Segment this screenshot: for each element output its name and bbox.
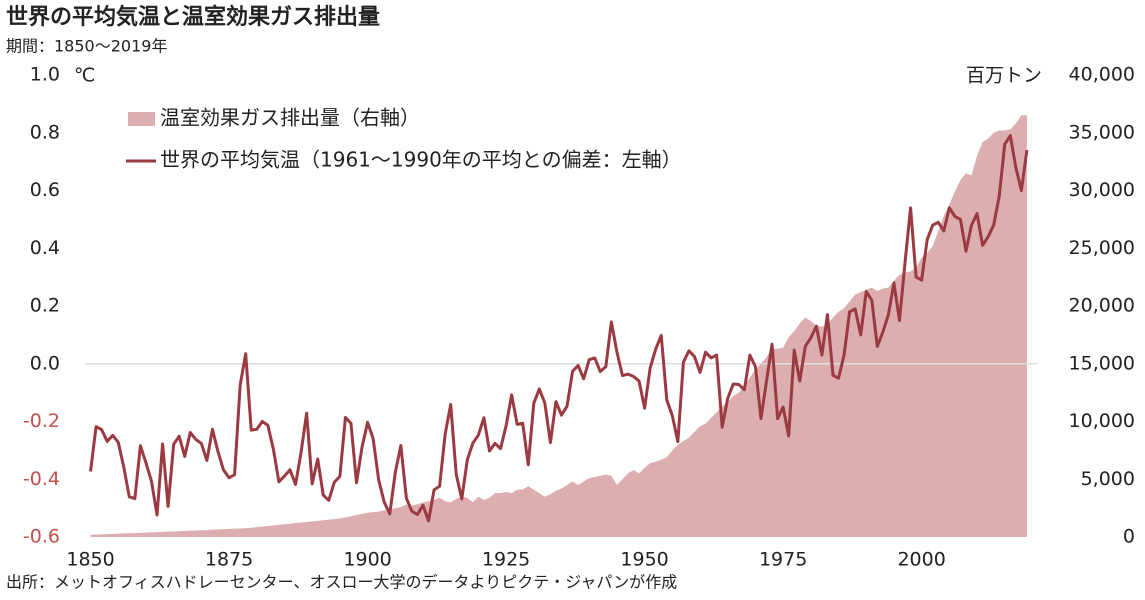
legend-swatch: [128, 112, 155, 126]
y-tick-label: 1.0: [30, 64, 60, 86]
y-tick-label: -0.2: [23, 410, 60, 432]
subtitle: 期間：1850～2019年: [6, 37, 167, 56]
chart-title: 世界の平均気温と温室効果ガス排出量: [6, 4, 380, 30]
y2-unit: 百万トン: [966, 65, 1042, 87]
y2-tick-label: 30,000: [1069, 179, 1135, 201]
y2-tick-label: 20,000: [1069, 295, 1135, 317]
y2-tick-label: 15,000: [1069, 352, 1135, 374]
y-tick-label: -0.6: [23, 526, 60, 548]
area: [90, 115, 1027, 538]
x-tick-label: 1975: [759, 549, 807, 571]
y2-tick-label: 40,000: [1069, 64, 1135, 86]
y2-tick-label: 5,000: [1081, 468, 1135, 490]
y2-tick-label: 0: [1123, 526, 1135, 548]
y-tick-label: 0.8: [30, 121, 60, 143]
y-tick-label: 0.6: [30, 179, 60, 201]
source: 出所：メットオフィスハドレーセンター、オスロー大学のデータよりピクテ・ジャパンが…: [6, 573, 677, 592]
x-tick-label: 1850: [66, 549, 114, 571]
y-tick-label: 0.4: [30, 237, 60, 259]
x-tick-label: 1875: [205, 549, 253, 571]
line: [89, 134, 1029, 523]
y-unit: ℃: [74, 65, 95, 87]
y2-tick-label: 10,000: [1069, 410, 1135, 432]
legend-label: 世界の平均気温（1961～1990年の平均との偏差：左軸）: [160, 148, 682, 172]
legend-label: 温室効果ガス排出量（右軸）: [160, 106, 420, 130]
x-tick-label: 1925: [482, 549, 530, 571]
legend-item: 世界の平均気温（1961～1990年の平均との偏差：左軸）: [126, 148, 682, 172]
y-tick-label: -0.4: [23, 468, 60, 490]
x-tick-label: 1900: [343, 549, 391, 571]
y-tick-label: 0.0: [30, 352, 60, 374]
x-tick-label: 2000: [897, 549, 945, 571]
y2-tick-label: 35,000: [1069, 121, 1135, 143]
legend-item: 温室効果ガス排出量（右軸）: [128, 106, 420, 130]
y2-tick-label: 25,000: [1069, 237, 1135, 259]
x-tick-label: 1950: [620, 549, 668, 571]
y-tick-label: 0.2: [30, 295, 60, 317]
